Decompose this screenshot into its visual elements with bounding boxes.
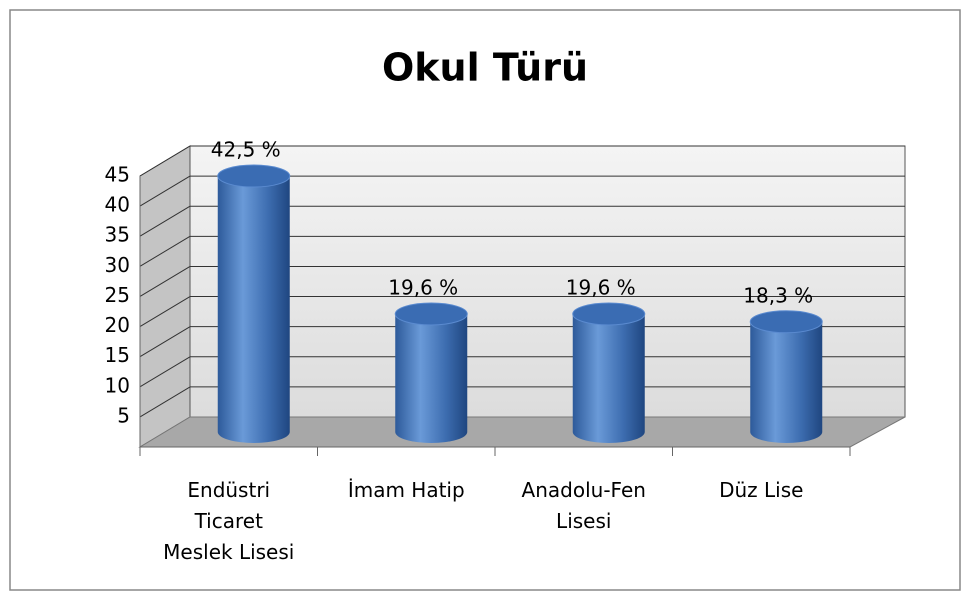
y-tick-label: 35 [105,223,130,247]
y-tick-label: 25 [105,283,130,307]
y-tick-label: 10 [105,373,130,397]
grid-line [139,235,191,267]
bar [572,313,645,443]
bar-top [217,164,291,188]
bar [395,313,468,443]
value-label: 42,5 % [211,138,281,162]
value-label: 19,6 % [566,275,636,299]
y-tick-label: 5 [117,403,130,427]
x-tick-label: Anadolu-Fen Lisesi [521,478,646,533]
x-tick-label: İmam Hatip [347,478,465,502]
grid-line [139,296,191,327]
y-tick-label: 15 [105,343,130,367]
value-label: 19,6 % [388,275,458,299]
bar-top [394,302,468,326]
value-label: 18,3 % [743,283,813,307]
grid-line [139,386,191,418]
grid-line [139,175,191,207]
bar-top [572,302,646,326]
bar [217,176,290,444]
grid-line [139,205,191,237]
y-tick-label: 20 [105,313,130,337]
x-tick-label: Endüstri Ticaret Meslek Lisesi [163,478,295,564]
chart-title: Okul Türü [382,46,588,90]
grid-line [139,356,191,388]
grid-line [139,145,191,177]
y-tick-label: 30 [105,253,130,277]
y-tick-label: 40 [105,193,130,217]
x-tick-label: Düz Lise [719,478,804,502]
grid-line [139,266,191,297]
bar-top [749,310,823,334]
bar [750,321,823,443]
y-tick-label: 45 [105,163,130,187]
grid-line [139,326,191,358]
